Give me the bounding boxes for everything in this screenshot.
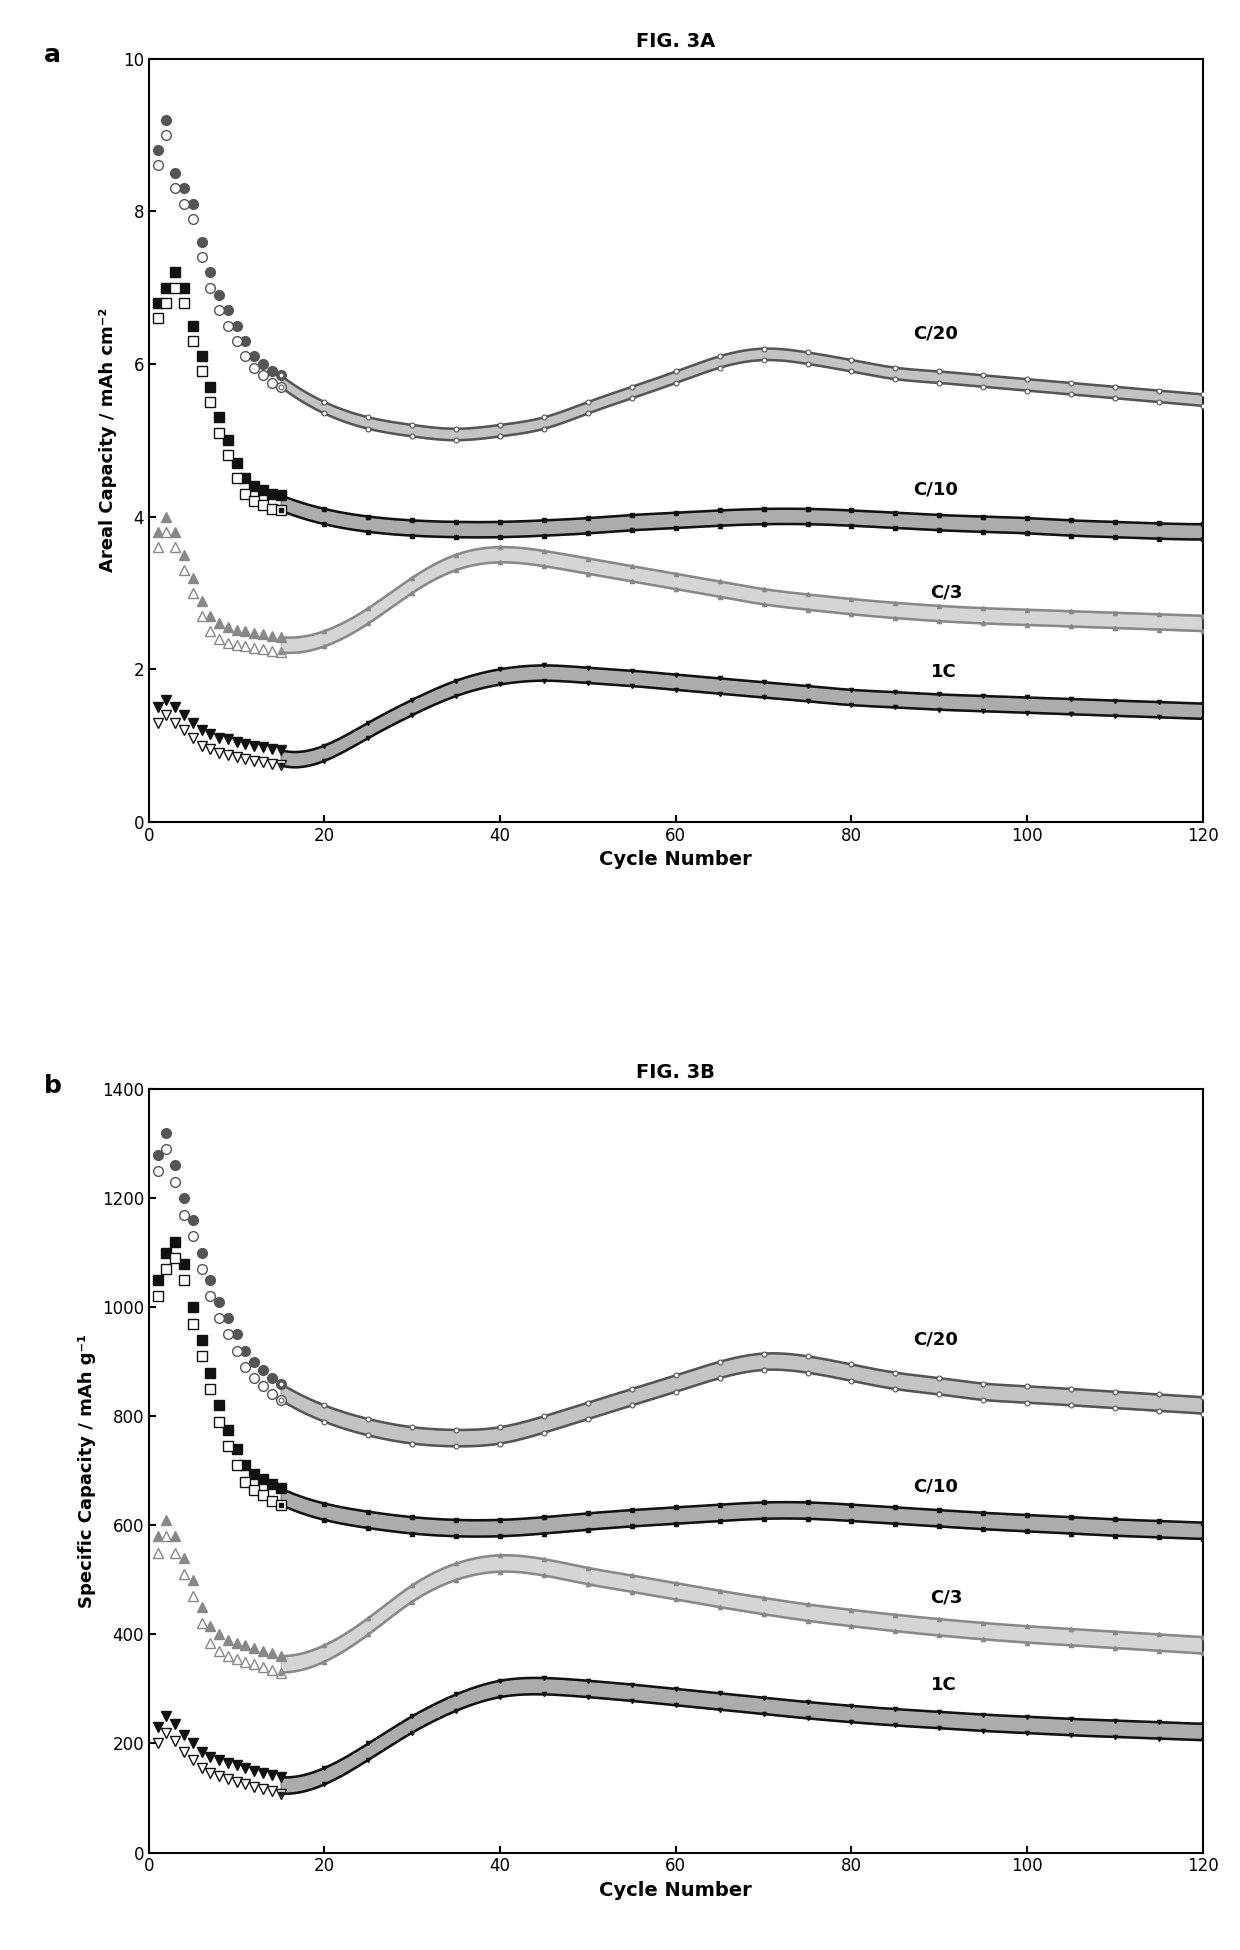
Y-axis label: Specific Capacity / mAh g⁻¹: Specific Capacity / mAh g⁻¹ [78, 1334, 97, 1609]
Text: C/10: C/10 [913, 482, 957, 499]
Text: C/3: C/3 [930, 583, 963, 603]
Title: FIG. 3B: FIG. 3B [636, 1063, 715, 1082]
Text: C/20: C/20 [913, 324, 957, 343]
Text: 1C: 1C [930, 1675, 956, 1693]
Text: a: a [43, 43, 61, 66]
Text: 1C: 1C [930, 663, 956, 681]
Title: FIG. 3A: FIG. 3A [636, 33, 715, 51]
X-axis label: Cycle Number: Cycle Number [599, 850, 753, 870]
Text: C/3: C/3 [930, 1589, 963, 1607]
Text: b: b [43, 1074, 61, 1098]
Text: C/20: C/20 [913, 1332, 957, 1349]
Y-axis label: Areal Capacity / mAh cm⁻²: Areal Capacity / mAh cm⁻² [99, 308, 118, 573]
Text: C/10: C/10 [913, 1476, 957, 1496]
X-axis label: Cycle Number: Cycle Number [599, 1882, 753, 1899]
